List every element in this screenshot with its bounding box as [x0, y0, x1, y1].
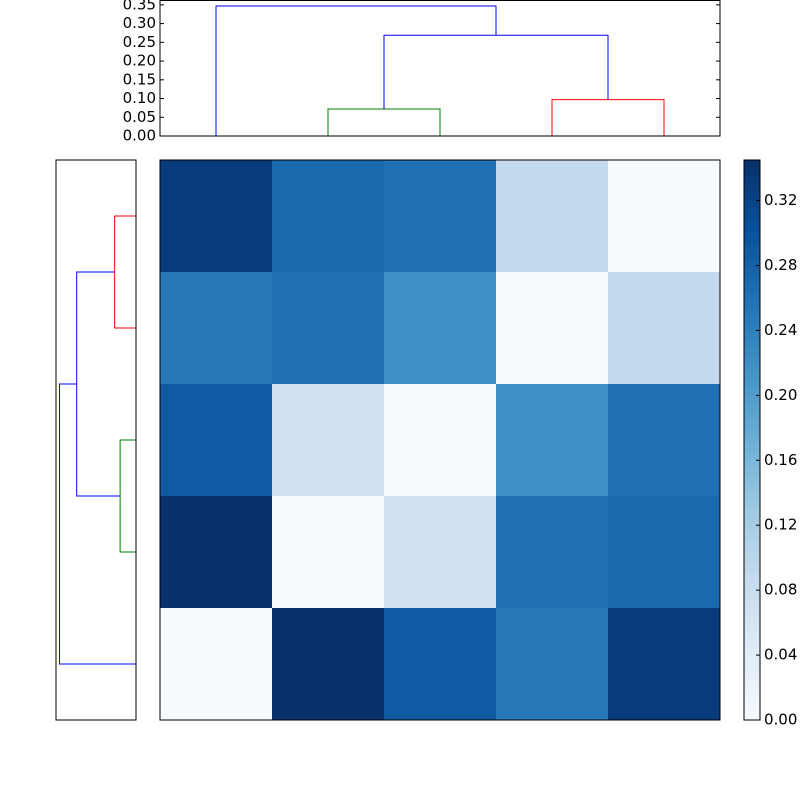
colorbar-tick-label: 0.28	[764, 256, 797, 274]
heatmap-cell	[496, 608, 609, 721]
colorbar-tick-label: 0.20	[764, 386, 797, 404]
heatmap-cell	[160, 160, 273, 273]
heatmap-cell	[496, 496, 609, 609]
y-tick-label: 0.20	[123, 52, 156, 70]
left-dendrogram-frame	[55, 159, 137, 721]
dendrogram-link	[383, 34, 609, 110]
heatmap-cell	[384, 272, 497, 385]
heatmap-cell	[608, 272, 721, 385]
colorbar	[744, 160, 760, 720]
colorbar-tick-label: 0.16	[764, 451, 797, 469]
colorbar-tick-label: 0.00	[764, 711, 797, 729]
heatmap-cell	[608, 160, 721, 273]
heatmap-cell	[160, 272, 273, 385]
heatmap-cell	[272, 272, 385, 385]
y-tick-label: 0.05	[123, 108, 156, 126]
heatmap-cell	[384, 496, 497, 609]
heatmap-frame	[159, 159, 721, 721]
heatmap-cell	[496, 384, 609, 497]
y-tick-label: 0.10	[123, 89, 156, 107]
dendrogram-link	[119, 439, 136, 553]
heatmap-cell	[384, 160, 497, 273]
heatmap-cell	[608, 608, 721, 721]
y-tick-label: 0.35	[123, 0, 156, 13]
dendrogram-link	[215, 5, 497, 136]
heatmap-cell	[496, 160, 609, 273]
heatmap-cell	[272, 608, 385, 721]
colorbar-tick-label: 0.08	[764, 581, 797, 599]
heatmap-cell	[272, 160, 385, 273]
dendrogram-link	[76, 271, 121, 497]
heatmap-cell	[160, 608, 273, 721]
y-tick-label: 0.25	[123, 33, 156, 51]
colorbar-tick-label: 0.04	[764, 646, 797, 664]
colorbar-tick-label: 0.24	[764, 321, 797, 339]
heatmap-cell	[384, 608, 497, 721]
colorbar-tick-label: 0.12	[764, 516, 797, 534]
top-dendrogram-frame	[159, 0, 721, 137]
dendrogram-link	[114, 215, 136, 329]
dendrogram-link	[59, 383, 136, 665]
heatmap-cell	[160, 384, 273, 497]
heatmap-cell	[496, 272, 609, 385]
colorbar-frame	[743, 159, 761, 721]
y-tick-label: 0.30	[123, 14, 156, 32]
heatmap-cell	[160, 496, 273, 609]
heatmap-cell	[608, 384, 721, 497]
dendrogram-link	[327, 108, 441, 136]
heatmap-cell	[608, 496, 721, 609]
y-tick-label: 0.15	[123, 70, 156, 88]
heatmap-cell	[272, 384, 385, 497]
heatmap-cell	[272, 496, 385, 609]
y-tick-label: 0.00	[123, 127, 156, 145]
colorbar-tick-label: 0.32	[764, 191, 797, 209]
dendrogram-link	[551, 99, 665, 136]
heatmap-cell	[384, 384, 497, 497]
